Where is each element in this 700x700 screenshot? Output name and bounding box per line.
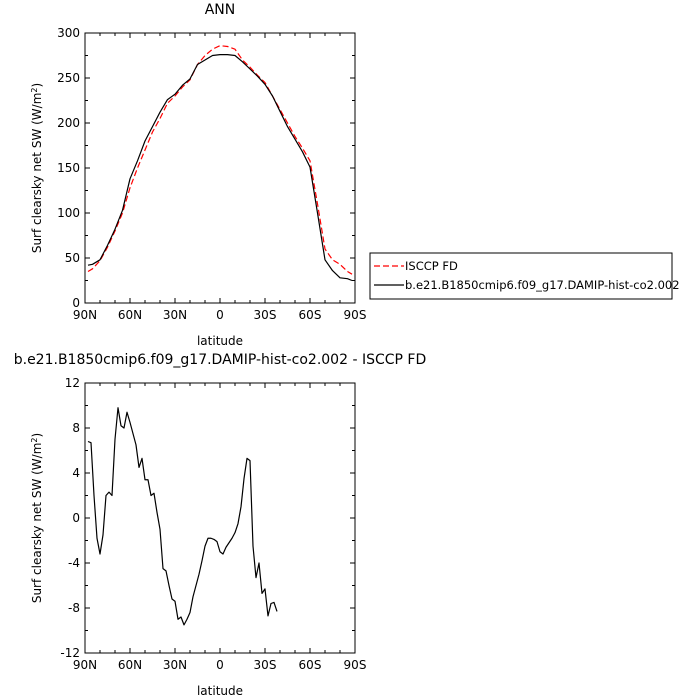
bottom-y-tick-label: -12	[60, 646, 80, 660]
top-x-tick-label: 90N	[73, 308, 97, 322]
top-plot-frame	[84, 32, 356, 304]
bottom-x-tick-label: 30S	[254, 658, 277, 672]
bottom-x-tick-label: 0	[216, 658, 224, 672]
top-y-tick-label: 250	[57, 71, 80, 85]
top-y-ticks: 0 50 100 150 200 250 300	[57, 26, 355, 310]
bottom-y-tick-label: 0	[72, 511, 80, 525]
legend-label-isccp: ISCCP FD	[405, 259, 458, 273]
bottom-chart-title: b.e21.B1850cmip6.f09_g17.DAMIP-hist-co2.…	[14, 352, 427, 368]
top-x-tick-label: 60S	[299, 308, 322, 322]
top-x-ticks: 90N 60N 30N 0 30S 60S 90S	[73, 33, 367, 322]
top-x-tick-label: 90S	[344, 308, 367, 322]
top-y-tick-label: 0	[72, 296, 80, 310]
bottom-x-axis-label: latitude	[197, 684, 243, 698]
bottom-y-axis-label: Surf clearsky net SW (W/m2)	[30, 433, 44, 603]
top-chart-title: ANN	[205, 2, 236, 18]
top-x-axis-label: latitude	[197, 334, 243, 348]
bottom-y-tick-label: -8	[68, 601, 80, 615]
bottom-plot-frame	[84, 382, 356, 654]
top-y-tick-label: 100	[57, 206, 80, 220]
top-x-tick-label: 30N	[163, 308, 187, 322]
bottom-series-lines	[87, 407, 278, 626]
top-x-tick-label: 60N	[118, 308, 142, 322]
top-x-tick-label: 0	[216, 308, 224, 322]
bottom-x-tick-label: 90S	[344, 658, 367, 672]
bottom-y-tick-label: -4	[68, 556, 80, 570]
bottom-x-tick-label: 30N	[163, 658, 187, 672]
bottom-y-tick-label: 4	[72, 466, 80, 480]
top-y-axis-label: Surf clearsky net SW (W/m2)	[30, 83, 44, 253]
bottom-y-tick-label: 12	[65, 376, 80, 390]
legend-label-model: b.e21.B1850cmip6.f09_g17.DAMIP-hist-co2.…	[405, 278, 680, 292]
bottom-y-ticks: -12 -8 -4 0 4 8 12	[60, 376, 355, 660]
legend: ISCCP FD b.e21.B1850cmip6.f09_g17.DAMIP-…	[369, 252, 680, 300]
legend-box	[369, 252, 673, 300]
bottom-x-tick-label: 90N	[73, 658, 97, 672]
top-series-lines	[87, 45, 353, 282]
top-y-tick-label: 300	[57, 26, 80, 40]
bottom-series-line-0	[87, 407, 278, 626]
top-series-line-0	[87, 45, 353, 275]
bottom-y-tick-label: 8	[72, 421, 80, 435]
top-x-tick-label: 30S	[254, 308, 277, 322]
bottom-x-ticks: 90N 60N 30N 0 30S 60S 90S	[73, 383, 367, 672]
difference-panel: b.e21.B1850cmip6.f09_g17.DAMIP-hist-co2.…	[14, 352, 427, 698]
top-y-tick-label: 150	[57, 161, 80, 175]
top-series-line-1	[87, 54, 353, 282]
bottom-x-tick-label: 60S	[299, 658, 322, 672]
top-y-tick-label: 50	[65, 251, 80, 265]
top-y-tick-label: 200	[57, 116, 80, 130]
bottom-x-tick-label: 60N	[118, 658, 142, 672]
